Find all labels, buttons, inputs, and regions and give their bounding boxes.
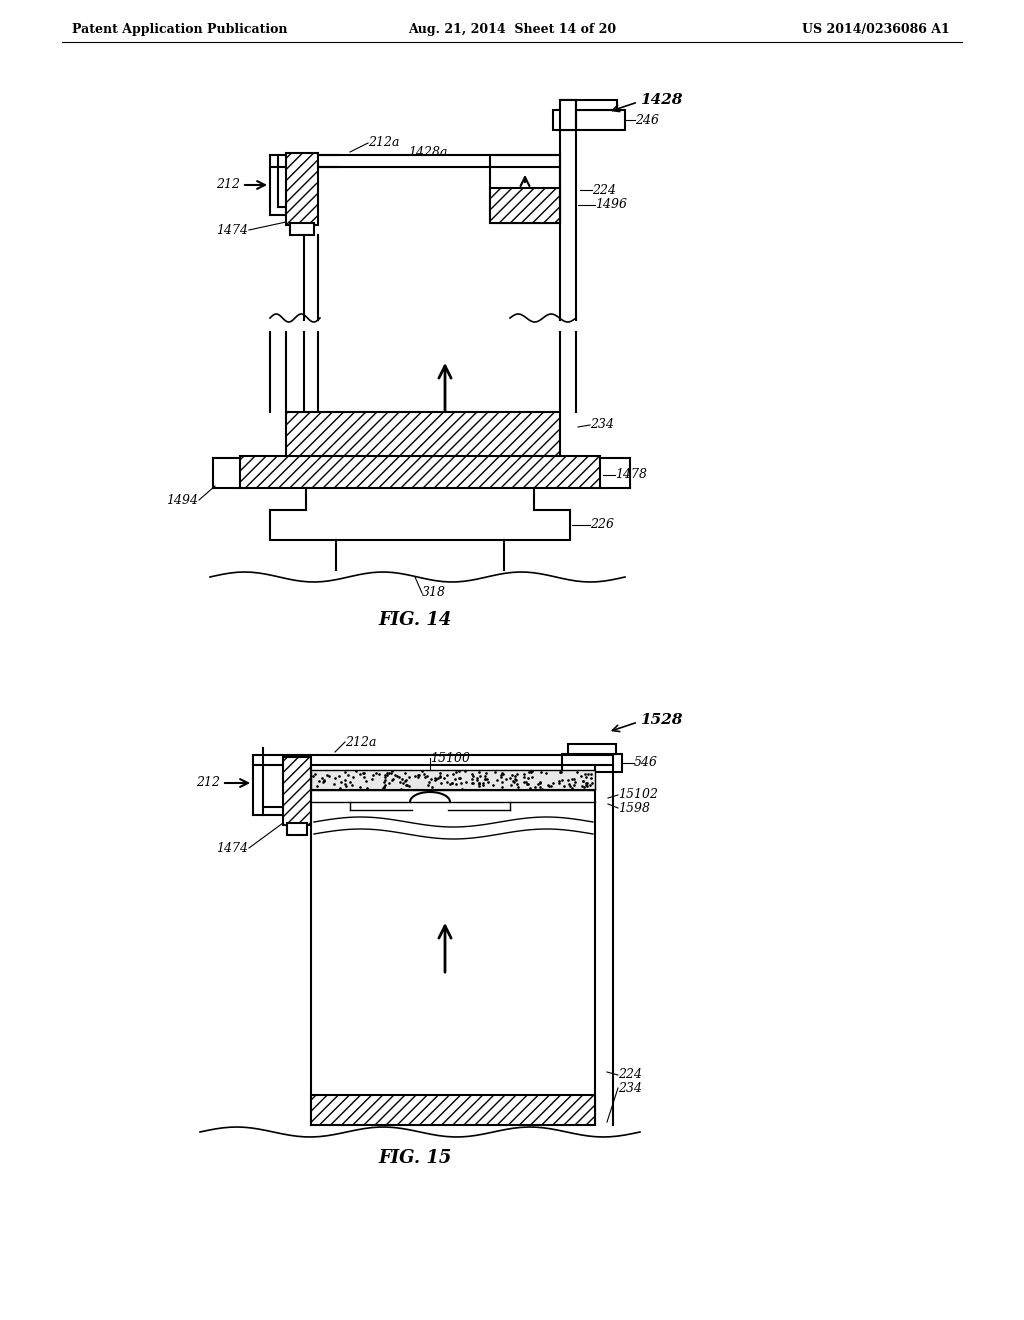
Text: 1478: 1478: [615, 469, 647, 482]
Text: 212a: 212a: [368, 136, 399, 149]
Bar: [553, 110, 625, 129]
Text: 234: 234: [590, 418, 614, 432]
Bar: [311, 1096, 595, 1125]
Text: 1474: 1474: [216, 842, 248, 854]
Text: US 2014/0236086 A1: US 2014/0236086 A1: [802, 24, 950, 37]
Text: 246: 246: [635, 114, 659, 127]
Text: 1428: 1428: [640, 92, 683, 107]
Text: 318: 318: [422, 586, 446, 599]
Text: FIG. 15: FIG. 15: [378, 1148, 452, 1167]
Text: Patent Application Publication: Patent Application Publication: [72, 24, 288, 37]
Bar: [311, 770, 595, 789]
Text: FIG. 14: FIG. 14: [378, 611, 452, 630]
Bar: [490, 187, 560, 223]
Text: 234: 234: [618, 1081, 642, 1094]
Text: 224: 224: [592, 183, 616, 197]
Text: Aug. 21, 2014  Sheet 14 of 20: Aug. 21, 2014 Sheet 14 of 20: [408, 24, 616, 37]
Text: 1598: 1598: [618, 801, 650, 814]
Bar: [286, 412, 560, 459]
Bar: [286, 153, 318, 224]
Text: 212: 212: [196, 776, 220, 789]
Text: 1474: 1474: [216, 223, 248, 236]
Bar: [561, 100, 617, 110]
Bar: [490, 154, 560, 223]
Bar: [568, 744, 616, 754]
Text: 1528: 1528: [640, 713, 683, 727]
Text: 546: 546: [634, 756, 658, 770]
Text: 212: 212: [216, 178, 240, 191]
Text: 1428a: 1428a: [408, 145, 447, 158]
Bar: [283, 756, 311, 825]
Text: 212a: 212a: [345, 735, 377, 748]
Bar: [562, 754, 622, 772]
Bar: [560, 100, 575, 129]
Text: 224: 224: [618, 1068, 642, 1081]
Text: 1496: 1496: [595, 198, 627, 211]
Text: 226: 226: [590, 519, 614, 532]
Bar: [287, 822, 307, 836]
Text: 15100: 15100: [430, 751, 470, 764]
Bar: [240, 455, 600, 488]
Bar: [290, 223, 314, 235]
Text: 1494: 1494: [166, 494, 198, 507]
Text: 15102: 15102: [618, 788, 658, 801]
